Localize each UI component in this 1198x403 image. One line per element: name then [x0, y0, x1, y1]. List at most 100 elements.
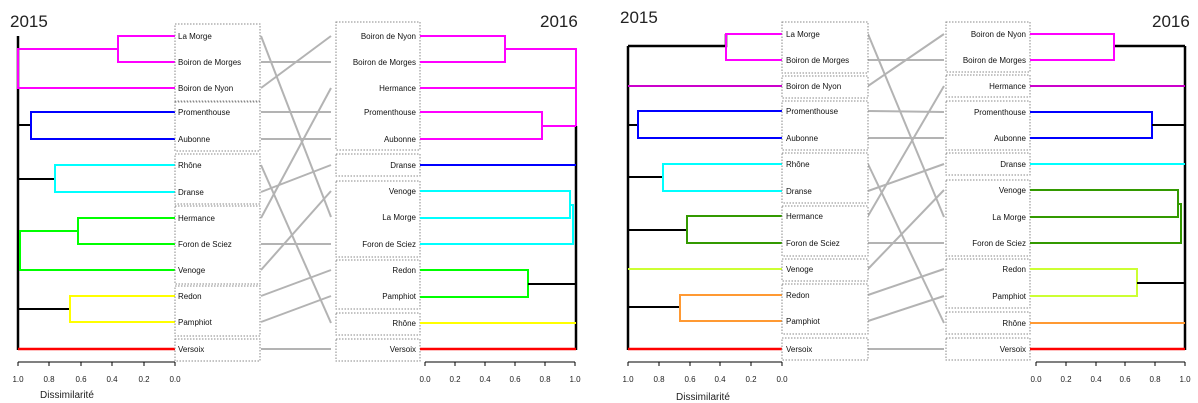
tick-label: 1.0	[12, 375, 24, 384]
leaf-label: Hermance	[989, 82, 1026, 91]
tick-label: 1.0	[569, 375, 581, 384]
tick-label: 0.2	[745, 375, 757, 384]
right-cluster-lime	[1030, 268, 1138, 297]
connector-line	[260, 295, 332, 323]
leaf-label: Dranse	[1000, 160, 1026, 169]
leaf-label: Hermance	[178, 214, 215, 223]
connector-line	[867, 163, 945, 192]
left-dendrogram	[626, 33, 782, 351]
leaf-label: Promenthouse	[974, 108, 1027, 117]
left-cluster-blue	[30, 111, 175, 140]
leaf-group-box	[335, 338, 421, 362]
leaf-group-box	[335, 312, 421, 336]
year-label-right: 2016	[540, 12, 578, 31]
leaf-group-box	[174, 101, 261, 152]
connector-line	[867, 268, 945, 296]
right-axis: 0.0 0.2 0.4 0.6 0.8 1.0	[1030, 361, 1191, 384]
leaf-label: Rhône	[1002, 319, 1026, 328]
leaf-label: Redon	[1002, 265, 1026, 274]
connector-line	[867, 110, 945, 113]
leaf-label: Hermance	[786, 212, 823, 221]
leaf-group-box	[335, 259, 421, 310]
connector-line	[867, 33, 945, 87]
axis-title: Dissimilarité	[40, 390, 94, 401]
leaf-label: Dranse	[786, 187, 812, 196]
left-dendrogram	[16, 35, 175, 351]
tick-label: 0.8	[653, 375, 665, 384]
leaf-group-box	[945, 311, 1031, 335]
tick-label: 0.4	[1090, 375, 1102, 384]
leaf-label: Hermance	[379, 84, 416, 93]
right-leaf-labels: Boiron de Nyon Boiron de Morges Hermance…	[963, 30, 1027, 354]
leaf-group-box	[781, 258, 869, 282]
leaf-group-box	[945, 179, 1031, 257]
year-label-right: 2016	[1152, 12, 1190, 31]
leaf-label: Venoge	[389, 187, 417, 196]
leaf-group-box	[174, 23, 261, 102]
right-axis: 0.0 0.2 0.4 0.6 0.8 1.0	[419, 361, 581, 384]
tick-label: 1.0	[1179, 375, 1191, 384]
leaf-label: Boiron de Nyon	[361, 32, 416, 41]
leaf-label: Boiron de Morges	[786, 56, 849, 65]
leaf-group-box	[781, 75, 869, 99]
leaf-group-box	[781, 205, 869, 257]
connector-line	[867, 85, 945, 217]
connector-line	[260, 87, 332, 219]
leaf-label: Aubonne	[786, 134, 819, 143]
right-cluster-cyan	[420, 190, 574, 245]
left-label-boxes	[174, 23, 261, 362]
leaf-label: Venoge	[999, 186, 1027, 195]
leaf-label: Foron de Sciez	[178, 240, 232, 249]
connector-line	[260, 164, 332, 193]
left-leaf-labels: La Morge Boiron de Morges Boiron de Nyon…	[786, 30, 849, 354]
leaf-group-box	[781, 100, 869, 151]
leaf-label: Boiron de Nyon	[971, 30, 1026, 39]
leaf-label: La Morge	[992, 213, 1026, 222]
leaf-label: Boiron de Nyon	[786, 82, 841, 91]
left-cluster-magenta	[17, 35, 175, 89]
leaf-label: Pamphiot	[786, 317, 821, 326]
year-label-left: 2015	[620, 8, 658, 27]
right-dendrogram	[1030, 33, 1187, 351]
leaf-group-box	[945, 337, 1031, 361]
leaf-label: La Morge	[382, 213, 416, 222]
leaf-label: Dranse	[390, 161, 416, 170]
leaf-label: Rhône	[392, 319, 416, 328]
leaf-label: Rhône	[178, 161, 202, 170]
leaf-label: Venoge	[786, 265, 814, 274]
tanglegram-panel-1: 2015 2016 1.0 0.8 0.6 0.4 0.2	[10, 12, 581, 401]
left-axis: 1.0 0.8 0.6 0.4 0.2 0.0 Dissimilarité	[622, 361, 788, 403]
tick-label: 0.2	[449, 375, 461, 384]
leaf-label: Redon	[178, 292, 202, 301]
leaf-label: Versoix	[178, 345, 204, 354]
right-cluster-green	[420, 269, 529, 298]
leaf-label: Boiron de Morges	[178, 58, 241, 67]
tick-label: 0.4	[714, 375, 726, 384]
leaf-label: Pamphiot	[178, 318, 213, 327]
connector-lines	[867, 33, 945, 350]
leaf-group-box	[174, 338, 261, 362]
leaf-group-box	[335, 153, 421, 177]
leaf-label: Venoge	[178, 266, 206, 275]
tick-label: 0.0	[419, 375, 431, 384]
tick-label: 0.4	[106, 375, 118, 384]
leaf-label: Boiron de Morges	[963, 56, 1026, 65]
left-cluster-orange	[679, 294, 782, 322]
leaf-label: Foron de Sciez	[786, 239, 840, 248]
connector-line	[260, 35, 332, 218]
leaf-label: Dranse	[178, 188, 204, 197]
tick-label: 0.6	[509, 375, 521, 384]
right-cluster-blue	[1030, 111, 1153, 139]
left-cluster-yellow	[69, 295, 175, 323]
leaf-label: La Morge	[786, 30, 820, 39]
leaf-group-box	[945, 258, 1031, 309]
leaf-label: Rhône	[786, 160, 810, 169]
leaf-group-box	[945, 152, 1031, 176]
leaf-group-box	[781, 21, 869, 74]
leaf-label: Versoix	[1000, 345, 1026, 354]
right-cluster-magenta	[420, 35, 577, 140]
tick-label: 0.2	[1060, 375, 1072, 384]
leaf-label: Redon	[786, 291, 810, 300]
leaf-label: Redon	[392, 266, 416, 275]
